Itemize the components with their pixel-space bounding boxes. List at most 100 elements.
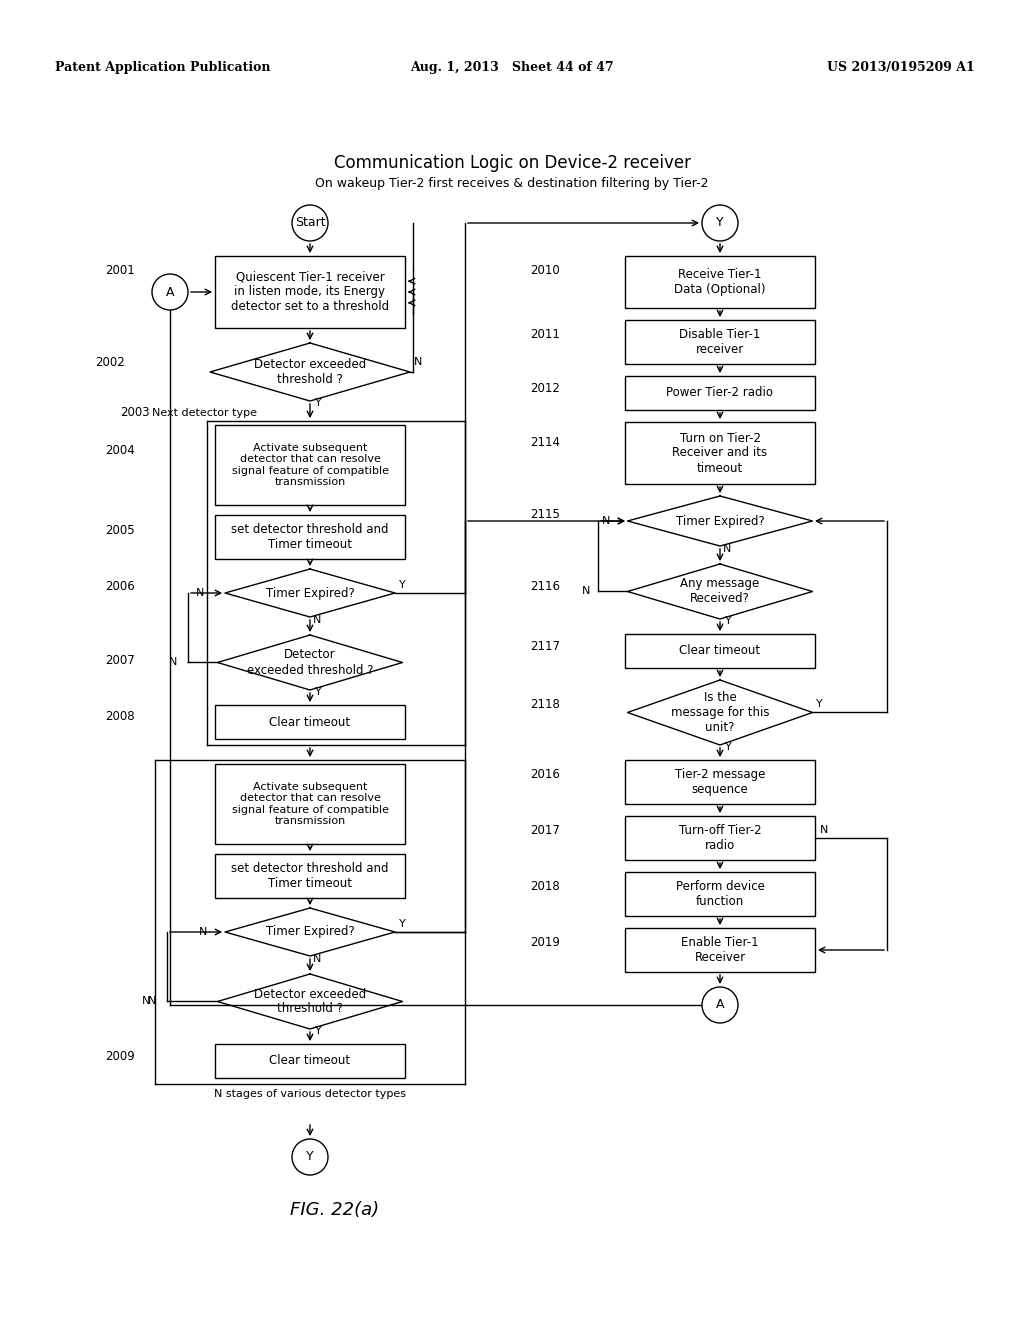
Polygon shape <box>628 680 812 744</box>
Text: Activate subsequent
detector that can resolve
signal feature of compatible
trans: Activate subsequent detector that can re… <box>231 781 388 826</box>
Text: 2018: 2018 <box>530 880 560 894</box>
Bar <box>625 760 815 804</box>
Circle shape <box>702 205 738 242</box>
Text: A: A <box>716 998 724 1011</box>
Text: 2003: 2003 <box>121 407 150 420</box>
Circle shape <box>152 275 188 310</box>
Text: 2002: 2002 <box>95 356 125 370</box>
Text: 2010: 2010 <box>530 264 560 277</box>
Circle shape <box>702 987 738 1023</box>
Polygon shape <box>628 564 812 619</box>
Text: Tier-2 message
sequence: Tier-2 message sequence <box>675 768 765 796</box>
Text: Aug. 1, 2013   Sheet 44 of 47: Aug. 1, 2013 Sheet 44 of 47 <box>411 62 613 74</box>
Text: Quiescent Tier-1 receiver
in listen mode, its Energy
detector set to a threshold: Quiescent Tier-1 receiver in listen mode… <box>231 271 389 314</box>
Text: Is the
message for this
unit?: Is the message for this unit? <box>671 690 769 734</box>
Text: Turn-off Tier-2
radio: Turn-off Tier-2 radio <box>679 824 761 851</box>
Text: N: N <box>196 587 204 598</box>
Text: N: N <box>169 657 177 667</box>
Text: Receive Tier-1
Data (Optional): Receive Tier-1 Data (Optional) <box>674 268 766 296</box>
Text: A: A <box>166 285 174 298</box>
Bar <box>625 422 815 484</box>
Bar <box>625 873 815 916</box>
Text: N: N <box>313 615 322 624</box>
Text: Perform device
function: Perform device function <box>676 880 765 908</box>
Text: 2008: 2008 <box>105 710 135 723</box>
Bar <box>625 928 815 972</box>
Bar <box>215 854 406 898</box>
Text: 2118: 2118 <box>530 698 560 711</box>
Text: Any message
Received?: Any message Received? <box>680 578 760 606</box>
Text: Y: Y <box>315 686 322 697</box>
Text: On wakeup Tier-2 first receives & destination filtering by Tier-2: On wakeup Tier-2 first receives & destin… <box>315 177 709 190</box>
Text: Y: Y <box>399 579 406 590</box>
Circle shape <box>292 1139 328 1175</box>
Text: Clear timeout: Clear timeout <box>269 1055 350 1068</box>
Text: Y: Y <box>306 1151 313 1163</box>
Text: set detector threshold and
Timer timeout: set detector threshold and Timer timeout <box>231 862 389 890</box>
Text: N: N <box>582 586 590 597</box>
Text: 2005: 2005 <box>105 524 135 536</box>
Text: Patent Application Publication: Patent Application Publication <box>55 62 270 74</box>
Text: 2011: 2011 <box>530 329 560 342</box>
Text: 2016: 2016 <box>530 768 560 781</box>
Text: Start: Start <box>295 216 326 230</box>
Text: N: N <box>147 997 157 1006</box>
Bar <box>625 256 815 308</box>
Bar <box>625 816 815 861</box>
Text: US 2013/0195209 A1: US 2013/0195209 A1 <box>827 62 975 74</box>
Text: Detector exceeded
threshold ?: Detector exceeded threshold ? <box>254 987 367 1015</box>
Bar <box>625 634 815 668</box>
Text: 2116: 2116 <box>530 579 560 593</box>
Text: 2019: 2019 <box>530 936 560 949</box>
Text: N stages of various detector types: N stages of various detector types <box>214 1089 406 1100</box>
Text: 2007: 2007 <box>105 653 135 667</box>
Text: Y: Y <box>716 216 724 230</box>
Bar <box>215 705 406 739</box>
Text: Disable Tier-1
receiver: Disable Tier-1 receiver <box>679 327 761 356</box>
Text: Y: Y <box>315 1026 322 1036</box>
Text: N: N <box>141 997 150 1006</box>
Polygon shape <box>210 343 410 401</box>
Text: Y: Y <box>399 919 406 929</box>
Text: N: N <box>414 356 422 367</box>
Text: set detector threshold and
Timer timeout: set detector threshold and Timer timeout <box>231 523 389 550</box>
Text: N: N <box>723 544 731 554</box>
Bar <box>215 425 406 506</box>
Text: Timer Expired?: Timer Expired? <box>676 515 764 528</box>
Text: Activate subsequent
detector that can resolve
signal feature of compatible
trans: Activate subsequent detector that can re… <box>231 442 388 487</box>
Text: Turn on Tier-2
Receiver and its
timeout: Turn on Tier-2 Receiver and its timeout <box>673 432 768 474</box>
Text: Detector exceeded
threshold ?: Detector exceeded threshold ? <box>254 358 367 385</box>
Bar <box>625 376 815 411</box>
Text: N: N <box>199 927 207 937</box>
Text: Y: Y <box>816 700 822 709</box>
Text: Timer Expired?: Timer Expired? <box>265 925 354 939</box>
Text: Timer Expired?: Timer Expired? <box>265 586 354 599</box>
Text: Y: Y <box>725 742 732 752</box>
Text: 2117: 2117 <box>530 639 560 652</box>
Polygon shape <box>225 908 395 956</box>
Bar <box>215 515 406 558</box>
Text: Next detector type: Next detector type <box>152 408 257 418</box>
Bar <box>215 256 406 327</box>
Text: Y: Y <box>725 616 732 626</box>
Text: 2001: 2001 <box>105 264 135 277</box>
Text: Enable Tier-1
Receiver: Enable Tier-1 Receiver <box>681 936 759 964</box>
Text: 2006: 2006 <box>105 581 135 594</box>
Polygon shape <box>225 569 395 616</box>
Polygon shape <box>217 635 402 690</box>
Bar <box>215 1044 406 1078</box>
Text: Clear timeout: Clear timeout <box>269 715 350 729</box>
Text: 2012: 2012 <box>530 381 560 395</box>
Polygon shape <box>628 496 812 546</box>
Text: Clear timeout: Clear timeout <box>680 644 761 657</box>
Text: N: N <box>602 516 610 525</box>
Text: 2114: 2114 <box>530 436 560 449</box>
Circle shape <box>292 205 328 242</box>
Bar <box>625 319 815 364</box>
Bar <box>215 764 406 843</box>
Text: 2004: 2004 <box>105 444 135 457</box>
Text: 2009: 2009 <box>105 1049 135 1063</box>
Text: Detector
exceeded threshold ?: Detector exceeded threshold ? <box>247 648 374 676</box>
Text: 2115: 2115 <box>530 507 560 520</box>
Text: 2017: 2017 <box>530 825 560 837</box>
